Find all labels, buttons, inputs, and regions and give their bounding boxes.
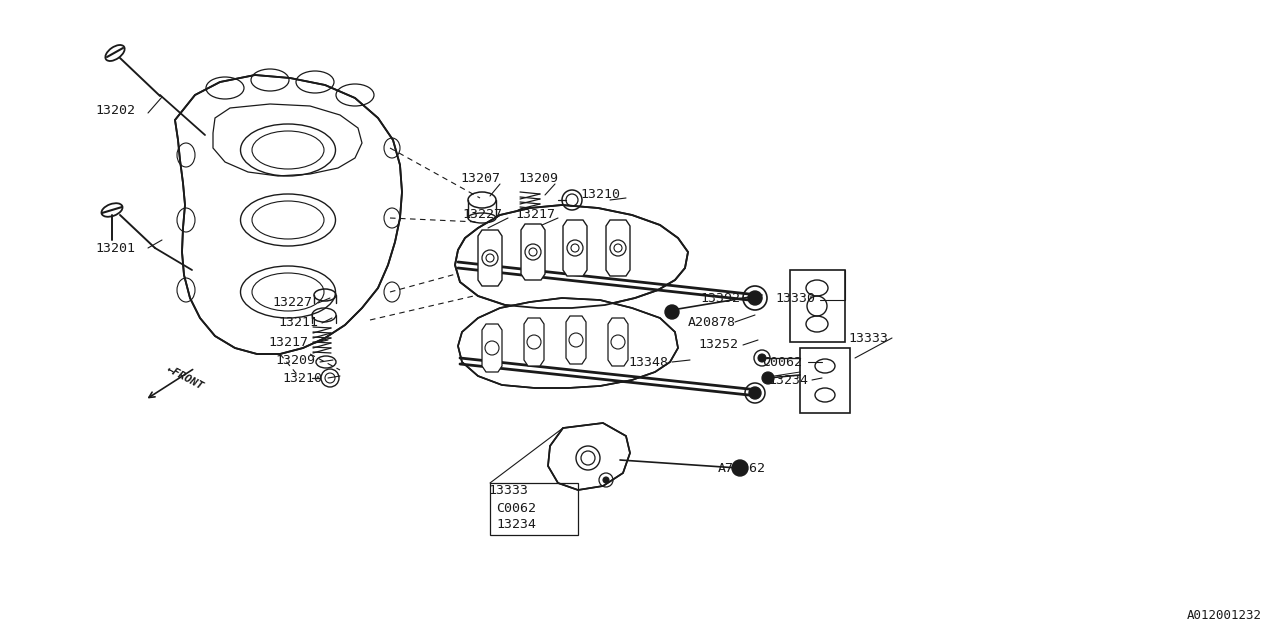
Polygon shape [800,348,850,413]
Text: A012001232: A012001232 [1187,609,1262,622]
Text: ←FRONT: ←FRONT [165,364,205,392]
Circle shape [603,477,609,483]
Text: 13201: 13201 [95,241,134,255]
Polygon shape [605,220,630,276]
Polygon shape [458,298,678,388]
Text: 13234: 13234 [497,518,536,531]
Text: 13333: 13333 [488,483,529,497]
Polygon shape [454,205,689,308]
Circle shape [666,305,678,319]
Polygon shape [477,230,502,286]
Polygon shape [175,75,402,354]
Polygon shape [566,316,586,364]
Text: A20878: A20878 [689,316,736,328]
Polygon shape [563,220,588,276]
Polygon shape [483,324,502,372]
Polygon shape [548,423,630,490]
Circle shape [748,291,762,305]
Text: 13234: 13234 [768,374,808,387]
Text: 13348: 13348 [628,355,668,369]
Circle shape [758,354,765,362]
Text: 13330: 13330 [774,291,815,305]
Text: 13209: 13209 [518,172,558,184]
Text: A70862: A70862 [718,461,765,474]
Polygon shape [608,318,628,366]
Text: 13207: 13207 [460,172,500,184]
Text: 13202: 13202 [95,104,134,116]
Text: 13392: 13392 [700,291,740,305]
Polygon shape [521,224,545,280]
Text: 13217: 13217 [268,337,308,349]
Text: 13210: 13210 [282,371,323,385]
Text: 13209: 13209 [275,353,315,367]
Circle shape [762,372,774,384]
Text: C0062: C0062 [497,502,536,515]
Text: 13217: 13217 [515,209,556,221]
Text: 13211: 13211 [278,317,317,330]
Text: C0062: C0062 [762,355,803,369]
Polygon shape [790,270,845,342]
Text: 13333: 13333 [849,332,888,344]
Circle shape [732,460,748,476]
Text: 13252: 13252 [698,339,739,351]
Polygon shape [524,318,544,366]
Bar [490,483,579,535]
Circle shape [749,387,762,399]
Text: 13227: 13227 [273,296,312,310]
Text: 13227: 13227 [462,209,502,221]
Text: 13210: 13210 [580,189,620,202]
